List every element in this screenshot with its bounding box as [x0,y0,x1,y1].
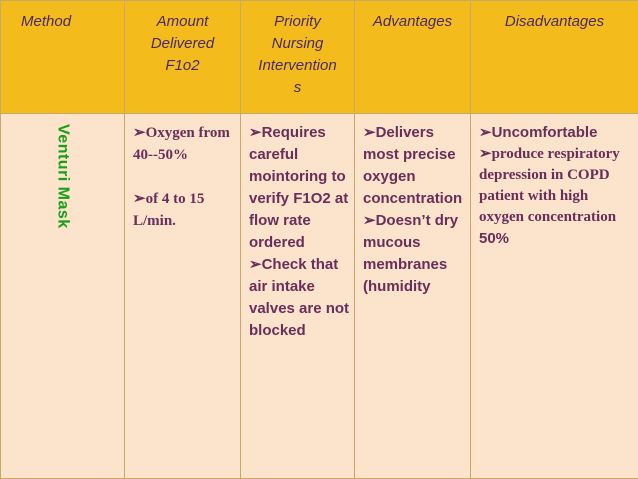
arrow-bullet-icon: ➢ [249,124,262,141]
header-disadvantages: Disadvantages [470,0,638,114]
amount-item-text: Oxygen from 40--50% [133,125,230,163]
list-item: ➢Uncomfortable [479,122,634,144]
header-amount-line: F1o2 [165,57,200,74]
arrow-bullet-icon: ➢ [249,256,262,273]
header-priority: Priority Nursing Intervention s [240,0,355,114]
priority-cell: ➢Requires careful mointoring to verify F… [240,113,355,479]
list-item: ➢produce respiratory depression in COPD … [479,144,634,250]
disadvantages-cell: ➢Uncomfortable ➢produce respiratory depr… [470,113,638,479]
table-row: Venturi Mask ➢Oxygen from 40--50% ➢of 4 … [0,113,638,479]
advantages-item-text: Doesn’t dry mucous membranes (humidity [363,212,459,295]
advantages-item-text: Delivers most precise oxygen concentrati… [363,124,463,207]
arrow-bullet-icon: ➢ [133,125,146,141]
header-advantages-label: Advantages [372,13,453,30]
header-amount: Amount Delivered F1o2 [124,0,241,114]
method-label: Venturi Mask [54,124,72,229]
disadvantages-item-text: produce respiratory depression in COPD p… [479,146,620,225]
arrow-bullet-icon: ➢ [363,124,376,141]
arrow-bullet-icon: ➢ [479,146,492,162]
header-priority-line: Intervention [258,57,337,74]
disadvantages-percent: 50% [479,230,510,247]
list-item: ➢Doesn’t dry mucous membranes (humidity [363,210,466,298]
header-disadvantages-label: Disadvantages [504,13,605,30]
amount-cell: ➢Oxygen from 40--50% ➢of 4 to 15 L/min. [124,113,241,479]
list-item: ➢Check that air intake valves are not bl… [249,254,350,342]
header-method: Method [0,0,125,114]
header-advantages: Advantages [354,0,471,114]
amount-item-text: of 4 to 15 L/min. [133,191,205,229]
arrow-bullet-icon: ➢ [363,212,376,229]
arrow-bullet-icon: ➢ [479,124,492,141]
header-amount-line: Delivered [150,35,215,52]
disadvantages-item-text: Uncomfortable [491,124,598,141]
header-priority-line: Priority [274,13,321,30]
priority-item-text: Requires careful mointoring to verify F1… [249,124,349,251]
header-amount-line: Amount [156,13,209,30]
header-priority-line: s [293,79,302,96]
list-item: ➢of 4 to 15 L/min. [133,188,236,232]
list-item: ➢Delivers most precise oxygen concentrat… [363,122,466,210]
header-priority-line: Nursing [271,35,324,52]
priority-item-text: Check that air intake valves are not blo… [249,256,350,339]
method-cell: Venturi Mask [0,113,125,479]
arrow-bullet-icon: ➢ [133,191,146,207]
list-item: ➢Requires careful mointoring to verify F… [249,122,350,254]
list-item: ➢Oxygen from 40--50% [133,122,236,166]
header-method-label: Method [21,13,72,30]
advantages-cell: ➢Delivers most precise oxygen concentrat… [354,113,471,479]
table-header-row: Method Amount Delivered F1o2 Priority Nu… [0,0,638,114]
